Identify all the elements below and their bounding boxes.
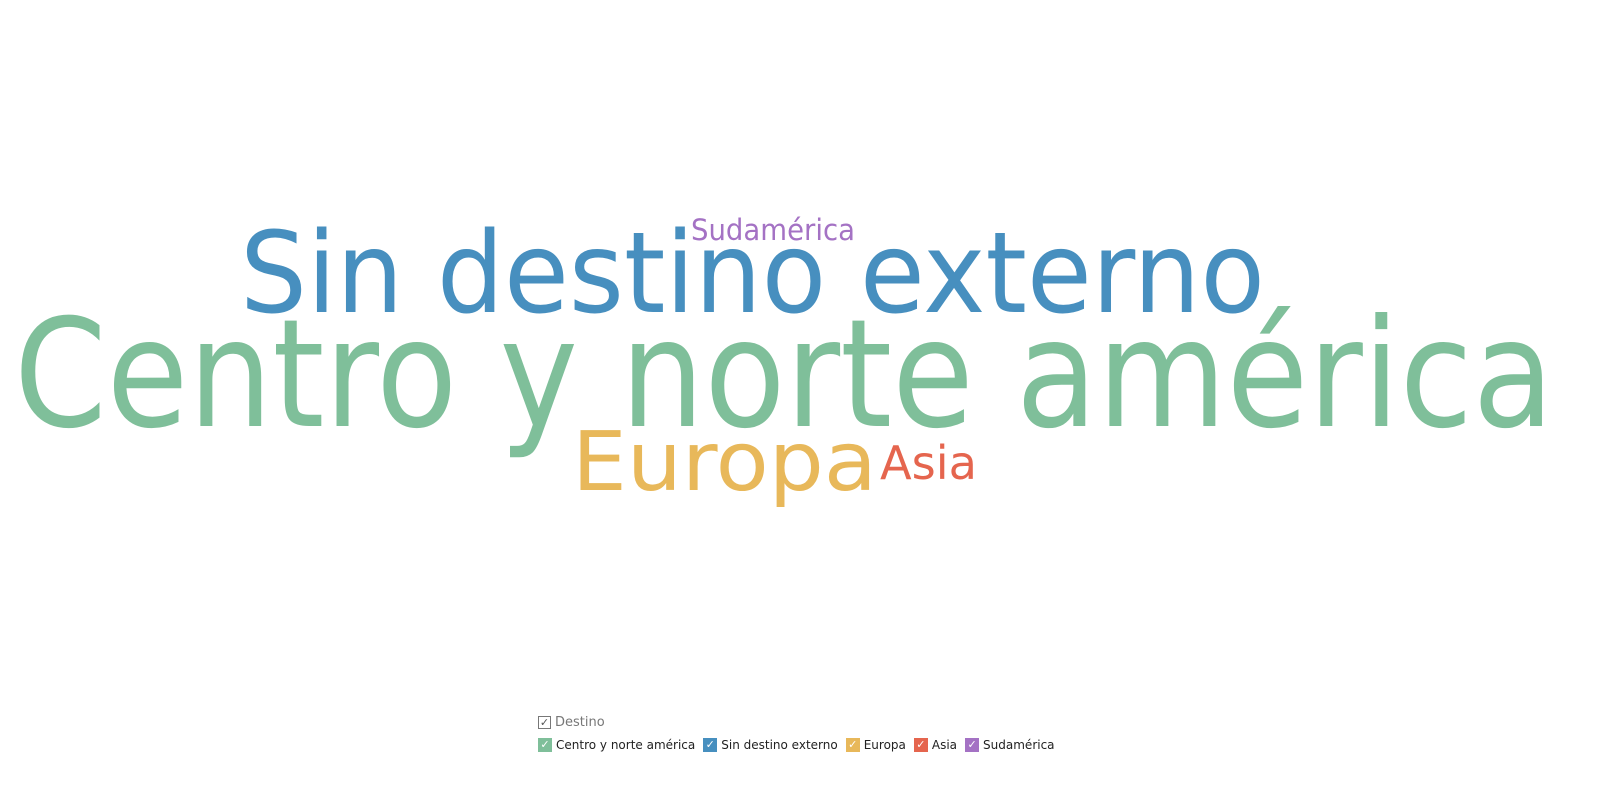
- legend: ✓ Destino ✓ Centro y norte américa ✓ Sin…: [538, 712, 1063, 754]
- legend-items: ✓ Centro y norte américa ✓ Sin destino e…: [538, 736, 1063, 754]
- legend-item-label: Centro y norte américa: [556, 738, 696, 752]
- word-asia[interactable]: Asia: [880, 436, 977, 490]
- legend-item-label: Asia: [931, 738, 958, 752]
- legend-check-icon[interactable]: ✓: [965, 738, 980, 752]
- word-sin-destino-externo[interactable]: Sin destino externo: [240, 209, 1265, 339]
- word-cloud: Centro y norte américa Sin destino exter…: [14, 209, 1554, 510]
- legend-title-check-icon[interactable]: ✓: [538, 715, 551, 729]
- legend-check-icon[interactable]: ✓: [538, 738, 552, 752]
- legend-item-centro-y-norte-america[interactable]: ✓ Centro y norte américa: [538, 738, 695, 752]
- legend-check-icon[interactable]: ✓: [703, 738, 718, 752]
- legend-title-toggle[interactable]: ✓ Destino: [538, 712, 1063, 732]
- word-europa[interactable]: Europa: [572, 415, 877, 510]
- legend-check-icon[interactable]: ✓: [845, 738, 860, 752]
- legend-check-icon[interactable]: ✓: [913, 738, 928, 752]
- legend-item-label: Europa: [863, 738, 906, 752]
- legend-item-europa[interactable]: ✓ Europa: [845, 738, 906, 752]
- word-sudamerica[interactable]: Sudamérica: [691, 213, 855, 247]
- legend-item-sin-destino-externo[interactable]: ✓ Sin destino externo: [703, 738, 838, 752]
- word-centro-y-norte-america[interactable]: Centro y norte américa: [14, 288, 1554, 462]
- legend-item-label: Sudamérica: [983, 738, 1055, 752]
- legend-item-sudamerica[interactable]: ✓ Sudamérica: [965, 738, 1055, 752]
- legend-title: Destino: [555, 714, 605, 730]
- legend-item-asia[interactable]: ✓ Asia: [913, 738, 958, 752]
- legend-item-label: Sin destino externo: [721, 738, 838, 752]
